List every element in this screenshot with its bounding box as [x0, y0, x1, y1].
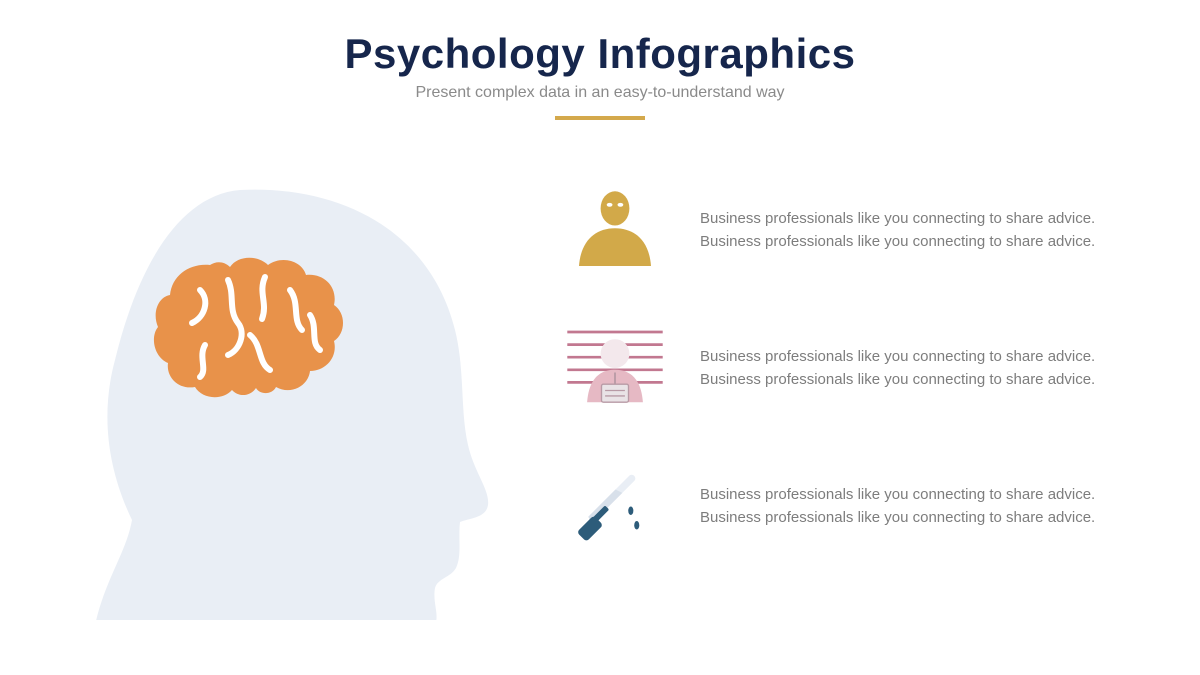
item-text: Business professionals like you connecti… — [700, 207, 1140, 254]
page-subtitle: Present complex data in an easy-to-under… — [0, 84, 1200, 102]
item-text: Business professionals like you connecti… — [700, 345, 1140, 392]
item-text: Business professionals like you connecti… — [700, 483, 1140, 530]
items-list: Business professionals like you connecti… — [540, 160, 1140, 594]
list-item: Business professionals like you connecti… — [560, 180, 1140, 280]
list-item: Business professionals like you connecti… — [560, 456, 1140, 556]
content-area: Business professionals like you connecti… — [0, 120, 1200, 594]
page-title: Psychology Infographics — [0, 30, 1200, 78]
mugshot-icon — [560, 318, 670, 418]
header: Psychology Infographics Present complex … — [0, 0, 1200, 120]
left-visual — [60, 160, 540, 580]
knife-icon — [560, 456, 670, 556]
brain-icon — [150, 245, 350, 405]
person-bust-icon — [560, 180, 670, 280]
list-item: Business professionals like you connecti… — [560, 318, 1140, 418]
